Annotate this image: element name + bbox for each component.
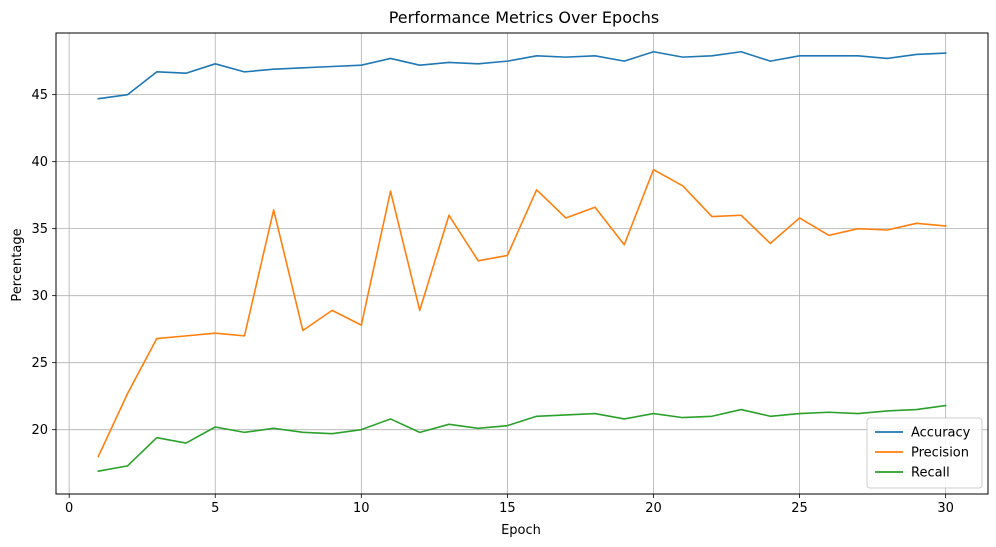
x-tick-label: 25	[791, 501, 808, 516]
x-axis-ticks: 0 5 10 15 20 25 30	[65, 494, 954, 516]
series-line-recall	[97, 404, 947, 473]
y-axis-label: Percentage	[10, 228, 25, 301]
x-tick-label: 5	[211, 501, 219, 516]
plot-frame	[55, 32, 989, 495]
series-line-precision	[97, 168, 947, 458]
y-axis-ticks: 20 25 30 35 40 45	[31, 88, 56, 438]
series-line-accuracy	[97, 50, 947, 100]
y-tick-label: 45	[31, 88, 48, 103]
y-tick-label: 30	[31, 289, 48, 304]
series-lines	[97, 50, 947, 473]
y-tick-label: 40	[31, 155, 48, 170]
legend: Accuracy Precision Recall	[866, 417, 983, 489]
y-tick-label: 25	[31, 356, 48, 371]
grid	[56, 33, 988, 494]
y-tick-label: 35	[31, 222, 48, 237]
x-tick-label: 10	[353, 501, 370, 516]
legend-label-precision: Precision	[911, 446, 969, 461]
x-tick-label: 0	[65, 501, 73, 516]
x-tick-label: 30	[937, 501, 954, 516]
legend-label-recall: Recall	[911, 466, 950, 481]
y-tick-label: 20	[31, 423, 48, 438]
x-tick-label: 20	[645, 501, 662, 516]
legend-box	[866, 417, 983, 489]
x-tick-label: 15	[499, 501, 516, 516]
x-axis-label: Epoch	[501, 523, 541, 538]
legend-label-accuracy: Accuracy	[911, 426, 971, 441]
chart-title: Performance Metrics Over Epochs	[389, 8, 660, 27]
